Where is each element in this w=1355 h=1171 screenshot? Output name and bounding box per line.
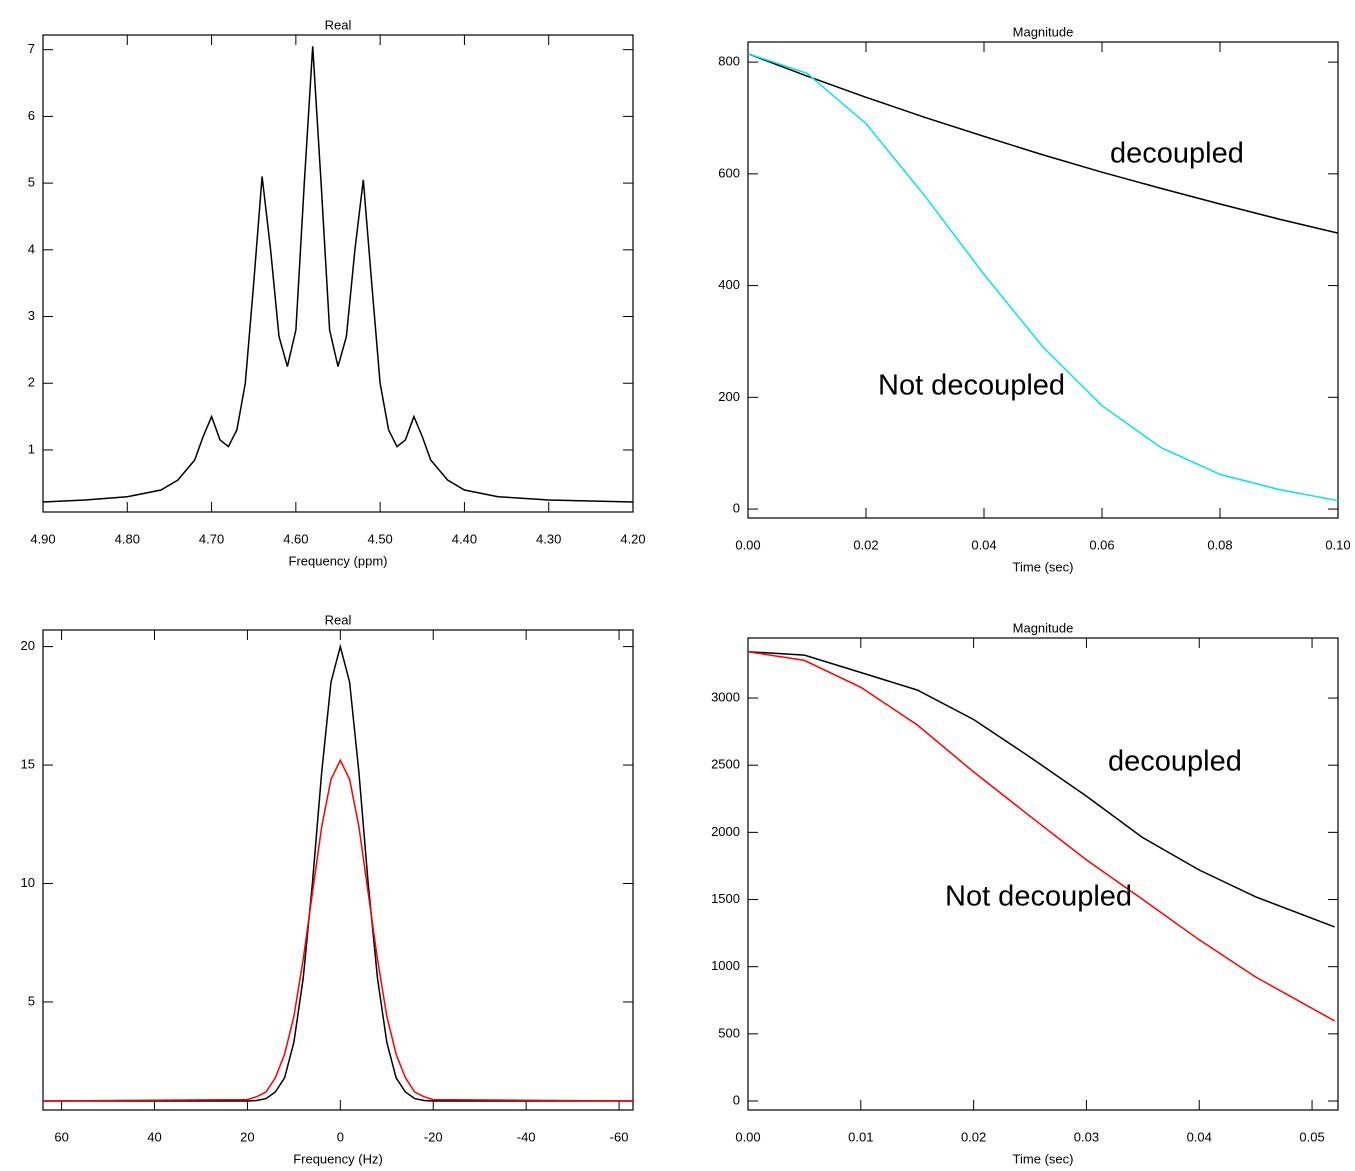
x-tick-label: 0.08 — [1207, 537, 1232, 552]
x-tick-label: 0.04 — [1187, 1129, 1212, 1144]
x-tick-label: 0 — [337, 1129, 344, 1144]
y-tick-label: 400 — [718, 277, 740, 292]
x-tick-label: 0.10 — [1325, 537, 1350, 552]
data-line — [42, 758, 634, 1102]
x-tick-label: 0.01 — [848, 1129, 873, 1144]
data-line — [43, 643, 633, 1102]
y-tick-label: 500 — [718, 1025, 740, 1040]
data-line — [42, 46, 634, 503]
x-tick-label: 4.70 — [199, 531, 224, 546]
series-label: Not decoupled — [878, 370, 1065, 402]
y-tick-label: 200 — [718, 389, 740, 404]
y-tick-label: 2500 — [711, 757, 740, 772]
x-tick-label: 0.03 — [1074, 1129, 1099, 1144]
y-tick-label: 10 — [21, 875, 35, 890]
data-line — [747, 52, 1339, 502]
x-tick-label: 0.00 — [735, 1129, 760, 1144]
x-tick-label: 4.30 — [536, 531, 561, 546]
y-tick-label: 2000 — [711, 824, 740, 839]
series-label: Not decoupled — [945, 881, 1132, 913]
plot-frame — [42, 629, 634, 1111]
y-tick-label: 0 — [733, 1092, 740, 1107]
x-tick-label: 0.00 — [735, 537, 760, 552]
x-tick-label: 60 — [54, 1129, 68, 1144]
chart-title: Magnitude — [1013, 24, 1074, 39]
x-tick-label: 4.60 — [283, 531, 308, 546]
x-tick-label: 0.05 — [1299, 1129, 1324, 1144]
x-tick-label: 4.90 — [30, 531, 55, 546]
chart-title: Real — [325, 17, 352, 32]
y-tick-label: 1 — [28, 441, 35, 456]
series-label: decoupled — [1110, 138, 1244, 170]
y-tick-label: 4 — [28, 241, 35, 256]
x-tick-label: -60 — [610, 1129, 629, 1144]
x-tick-label: 0.04 — [971, 537, 996, 552]
x-tick-label: -20 — [424, 1129, 443, 1144]
x-tick-label: 4.80 — [115, 531, 140, 546]
plot-frame — [42, 34, 634, 513]
data-line — [747, 650, 1335, 1022]
y-tick-label: 2 — [28, 375, 35, 390]
data-line — [747, 650, 1335, 928]
series-label: decoupled — [1108, 746, 1242, 778]
y-tick-label: 5 — [28, 993, 35, 1008]
y-tick-label: 1500 — [711, 891, 740, 906]
y-tick-label: 7 — [28, 41, 35, 56]
y-tick-label: 6 — [28, 108, 35, 123]
x-tick-label: -40 — [517, 1129, 536, 1144]
x-tick-label: 4.50 — [367, 531, 392, 546]
y-tick-label: 3 — [28, 308, 35, 323]
x-tick-label: 4.40 — [452, 531, 477, 546]
x-tick-label: 0.02 — [853, 537, 878, 552]
plot-frame — [747, 41, 1339, 519]
x-axis-label: Time (sec) — [1013, 559, 1074, 574]
x-tick-label: 4.20 — [620, 531, 645, 546]
y-tick-label: 0 — [733, 500, 740, 515]
chart-title: Magnitude — [1013, 620, 1074, 635]
x-axis-label: Time (sec) — [1013, 1151, 1074, 1166]
plot-frame — [747, 637, 1339, 1111]
data-line — [747, 52, 1339, 234]
y-tick-label: 15 — [21, 756, 35, 771]
x-axis-label: Frequency (ppm) — [289, 553, 388, 568]
x-tick-label: 20 — [240, 1129, 254, 1144]
y-tick-label: 5 — [28, 175, 35, 190]
y-tick-label: 3000 — [711, 689, 740, 704]
x-tick-label: 0.02 — [961, 1129, 986, 1144]
x-axis-label: Frequency (Hz) — [293, 1151, 383, 1166]
y-tick-label: 800 — [718, 54, 740, 69]
y-tick-label: 20 — [21, 638, 35, 653]
x-tick-label: 0.06 — [1089, 537, 1114, 552]
y-tick-label: 600 — [718, 165, 740, 180]
chart-title: Real — [325, 612, 352, 627]
x-tick-label: 40 — [147, 1129, 161, 1144]
y-tick-label: 1000 — [711, 958, 740, 973]
